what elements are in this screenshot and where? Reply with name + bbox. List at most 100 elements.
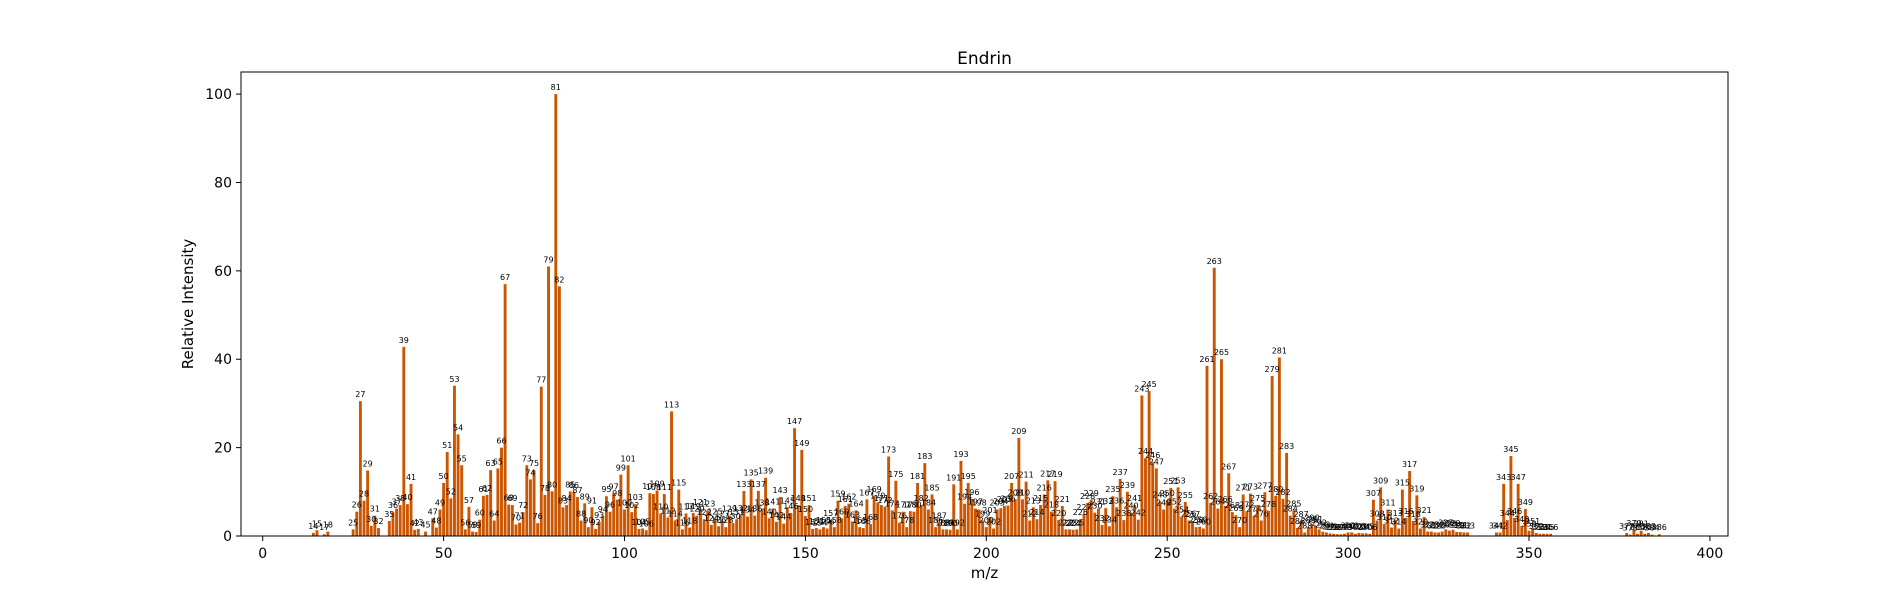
peak-label-25: 25 — [348, 518, 358, 527]
bar-mz-71 — [518, 522, 522, 536]
peak-label-289: 289 — [1301, 516, 1316, 525]
peak-label-57: 57 — [464, 496, 474, 505]
bar-mz-86 — [572, 491, 576, 536]
peak-label-74: 74 — [525, 468, 535, 477]
peak-label-174: 174 — [885, 499, 900, 508]
peak-label-236: 236 — [1109, 496, 1124, 505]
peak-label-18: 18 — [323, 521, 333, 530]
peak-label-226: 226 — [1073, 508, 1088, 517]
bar-mz-245 — [1147, 391, 1151, 536]
peak-label-330: 330 — [1449, 521, 1464, 530]
bar-mz-115 — [677, 489, 681, 536]
peak-label-348: 348 — [1514, 515, 1529, 524]
peak-label-213: 213 — [1026, 496, 1041, 505]
peak-label-349: 349 — [1518, 498, 1533, 507]
peak-label-181: 181 — [910, 472, 925, 481]
peak-label-131: 131 — [729, 508, 744, 517]
peak-label-201: 201 — [982, 506, 997, 515]
peak-label-294: 294 — [1319, 521, 1334, 530]
bar-mz-119 — [691, 513, 695, 536]
bar-mz-265 — [1220, 359, 1223, 536]
bar-mz-290 — [1310, 524, 1314, 536]
bar-mz-155 — [822, 527, 825, 536]
peak-label-84: 84 — [562, 494, 572, 503]
bar-mz-227 — [1082, 513, 1086, 536]
bar-mz-212 — [1028, 520, 1032, 536]
peak-label-150: 150 — [798, 505, 813, 514]
peak-label-293: 293 — [1315, 521, 1330, 530]
peak-label-215: 215 — [1033, 494, 1048, 503]
bar-mz-165 — [858, 527, 862, 536]
peak-label-73: 73 — [522, 454, 532, 463]
bar-mz-93 — [597, 521, 601, 536]
bar-mz-145 — [785, 507, 789, 536]
peak-label-120: 120 — [689, 505, 704, 514]
peak-label-98: 98 — [612, 489, 622, 498]
peak-label-331: 331 — [1453, 521, 1468, 530]
bar-mz-310 — [1382, 524, 1386, 536]
bar-mz-217 — [1046, 480, 1050, 536]
bar-mz-65 — [496, 468, 500, 536]
bar-mz-300 — [1346, 532, 1350, 536]
bar-mz-170 — [876, 502, 880, 536]
bar-mz-221 — [1060, 505, 1064, 536]
bar-mz-260 — [1201, 528, 1205, 536]
peak-label-352: 352 — [1529, 522, 1544, 531]
peak-label-167: 167 — [859, 488, 874, 497]
peak-label-85: 85 — [565, 480, 575, 489]
bar-mz-203 — [995, 509, 999, 536]
peak-label-157: 157 — [823, 509, 838, 518]
bar-mz-286 — [1296, 528, 1299, 536]
bar-mz-261 — [1205, 365, 1209, 536]
peak-label-229: 229 — [1084, 489, 1099, 498]
peak-label-138: 138 — [754, 498, 769, 507]
peak-label-218: 218 — [1044, 501, 1059, 510]
peak-label-52: 52 — [446, 487, 456, 496]
bar-mz-179 — [908, 511, 912, 536]
bar-mz-381 — [1639, 530, 1643, 536]
peak-label-55: 55 — [457, 454, 467, 463]
bar-mz-40 — [405, 504, 409, 536]
peak-label-350: 350 — [1521, 520, 1536, 529]
peak-label-151: 151 — [801, 494, 816, 503]
peak-label-27: 27 — [355, 390, 365, 399]
peak-label-379: 379 — [1626, 519, 1641, 528]
peak-label-83: 83 — [558, 496, 568, 505]
peak-label-207: 207 — [1004, 472, 1019, 481]
peak-label-276: 276 — [1254, 510, 1269, 519]
bar-mz-208 — [1013, 499, 1017, 536]
bar-mz-282 — [1281, 498, 1285, 536]
peak-label-248: 248 — [1152, 491, 1167, 500]
bar-mz-224 — [1071, 529, 1075, 536]
peak-label-261: 261 — [1199, 355, 1214, 364]
bar-mz-92 — [594, 528, 598, 536]
peak-label-343: 343 — [1496, 473, 1511, 482]
peak-label-281: 281 — [1272, 346, 1287, 355]
peak-label-195: 195 — [961, 472, 976, 481]
peak-label-94: 94 — [598, 505, 608, 514]
peak-label-79: 79 — [543, 255, 553, 264]
peak-label-86: 86 — [569, 481, 579, 490]
bar-mz-162 — [847, 503, 851, 536]
bar-mz-118 — [688, 527, 692, 536]
bar-mz-90 — [586, 527, 590, 536]
bar-mz-320 — [1419, 528, 1422, 536]
bar-mz-253 — [1176, 487, 1180, 536]
bar-mz-244 — [1144, 458, 1147, 536]
bar-mz-147 — [793, 428, 796, 536]
peak-label-63: 63 — [486, 459, 496, 468]
peak-label-220: 220 — [1051, 509, 1066, 518]
bar-mz-77 — [539, 386, 543, 536]
peak-label-313: 313 — [1387, 509, 1402, 518]
peak-label-184: 184 — [921, 498, 936, 507]
bar-mz-213 — [1031, 507, 1035, 536]
bar-mz-15 — [315, 530, 319, 536]
bar-mz-136 — [753, 515, 757, 536]
bar-mz-278 — [1267, 510, 1270, 536]
peak-label-232: 232 — [1094, 514, 1109, 523]
peak-label-233: 233 — [1098, 497, 1113, 506]
peak-label-118: 118 — [682, 517, 697, 526]
bar-mz-323 — [1429, 531, 1433, 536]
bar-mz-348 — [1520, 525, 1524, 536]
bar-mz-266 — [1223, 505, 1227, 536]
